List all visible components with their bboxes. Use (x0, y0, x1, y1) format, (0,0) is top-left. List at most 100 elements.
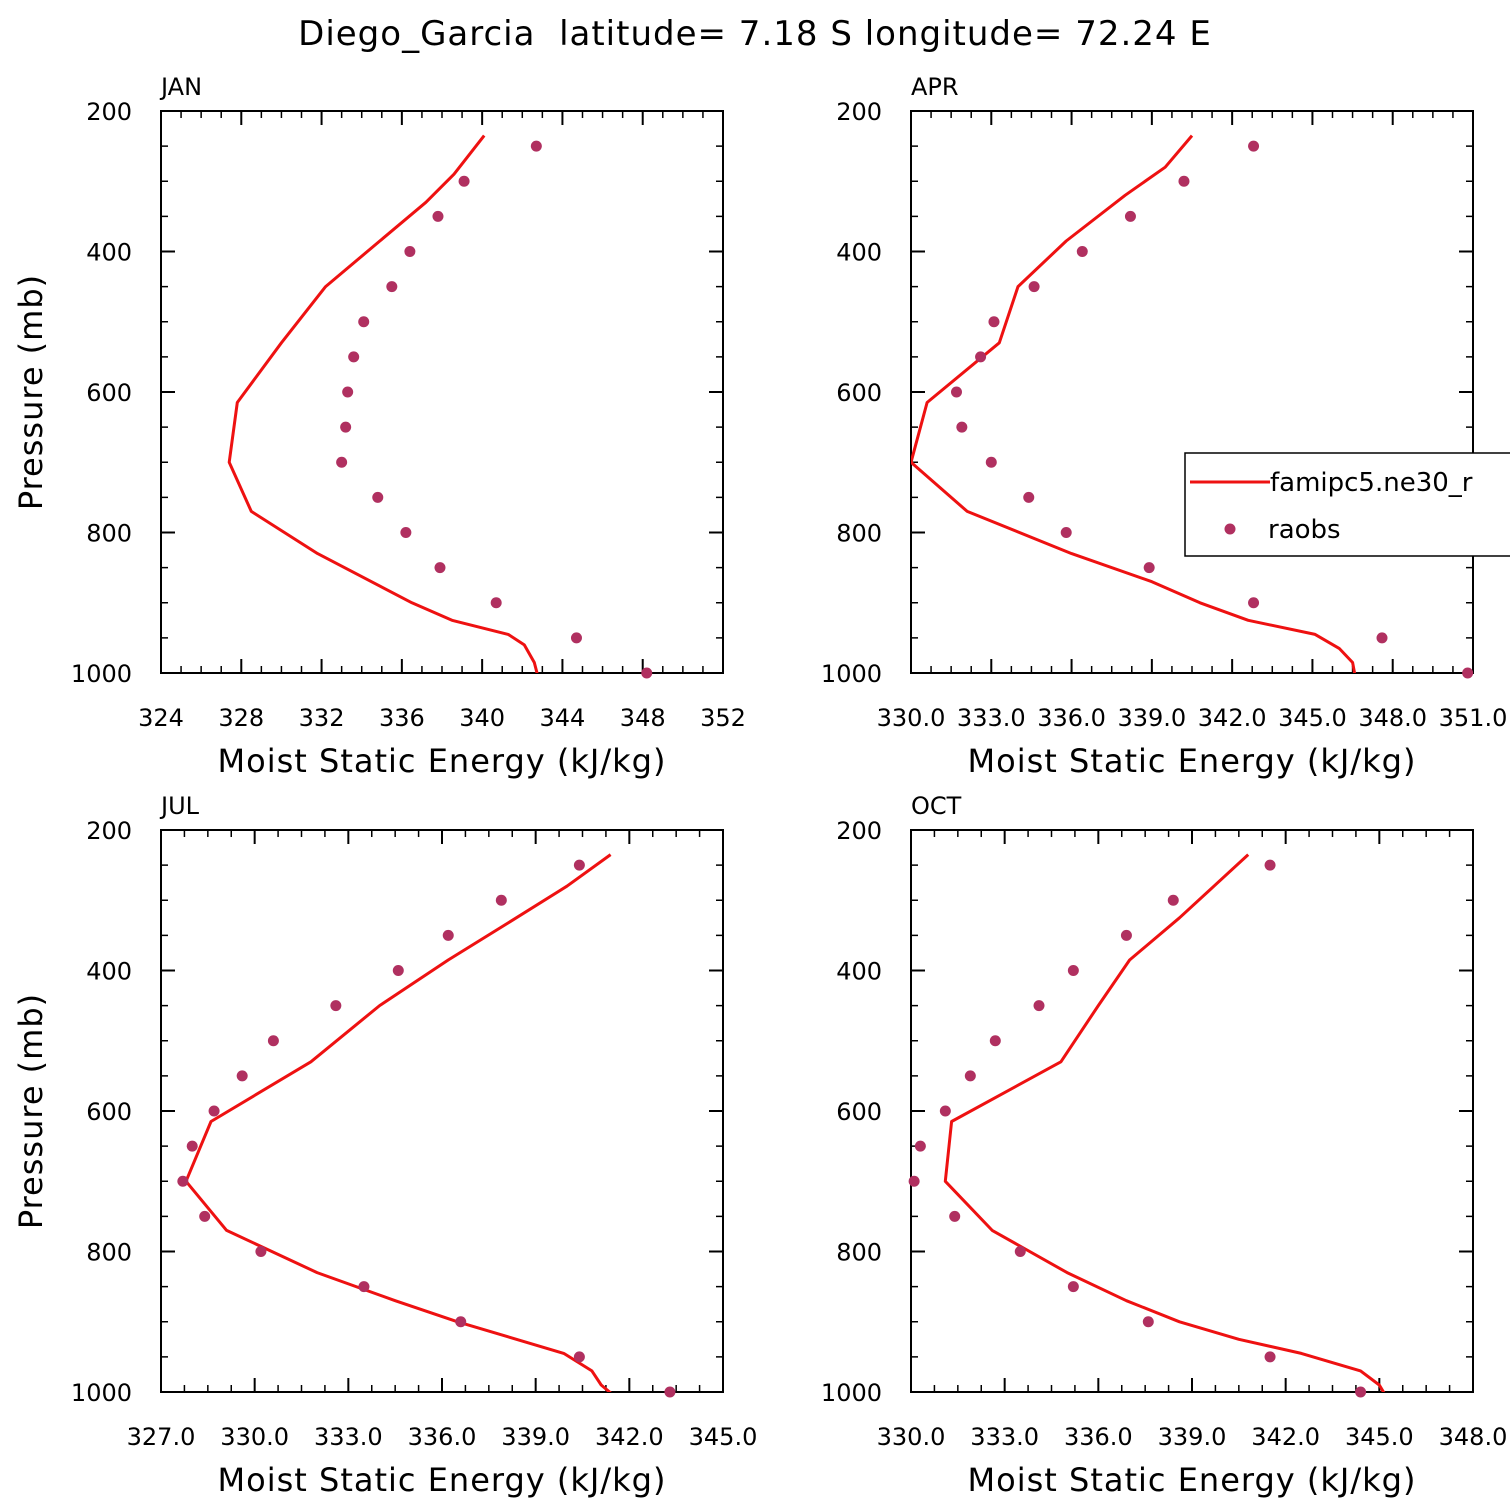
model-series-line (911, 134, 1357, 673)
y-tick-label: 200 (86, 817, 132, 845)
raobs-point (1462, 667, 1474, 679)
x-tick-label: 348 (620, 704, 666, 732)
raobs-point (1060, 527, 1072, 538)
raobs-point (939, 1105, 951, 1117)
raobs-point (177, 1175, 189, 1187)
raobs-point (1023, 491, 1035, 503)
raobs-point (434, 562, 446, 574)
x-tick-label: 348.0 (1439, 1423, 1508, 1451)
x-tick-label: 342.0 (1198, 704, 1267, 732)
raobs-point (950, 386, 962, 398)
raobs-point (392, 965, 404, 976)
x-tick-label: 339.0 (1158, 1423, 1227, 1451)
plot-frame (160, 829, 724, 1393)
y-tick-label: 400 (836, 239, 882, 267)
raobs-point (573, 859, 585, 871)
raobs-point (964, 1070, 976, 1082)
plot-frame (910, 829, 1474, 1393)
raobs-point (336, 456, 348, 468)
raobs-point (1067, 1281, 1079, 1293)
x-tick-label: 352 (700, 704, 746, 732)
y-tick-label: 800 (86, 1239, 132, 1267)
raobs-point (330, 1000, 342, 1012)
raobs-point (255, 1246, 267, 1257)
raobs-point (570, 632, 582, 644)
x-tick-label: 327.0 (127, 1423, 196, 1451)
raobs-point (236, 1070, 248, 1082)
y-tick-label: 600 (86, 379, 132, 407)
model-series-line (943, 853, 1386, 1392)
y-tick-label: 600 (836, 1098, 882, 1126)
x-tick-label: 324 (138, 704, 184, 732)
raobs-point (432, 210, 444, 222)
panel-label-jan: JAN (159, 73, 202, 101)
raobs-point (495, 894, 507, 906)
x-tick-label: 339.0 (501, 1423, 570, 1451)
raobs-point (1124, 210, 1136, 222)
raobs-point (442, 929, 454, 941)
panel-jul: JUL 327.0 330.0 333.0 336.0 339.0 342.0 345.0 20… (12, 792, 757, 1499)
y-tick-label: 800 (836, 1239, 882, 1267)
x-tick-label: 342.0 (595, 1423, 664, 1451)
raobs-point (1248, 597, 1260, 609)
x-tick-label: 332 (299, 704, 345, 732)
legend-box (1184, 452, 1510, 557)
panel-apr: APR 330.0 333.0 336.0 339.0 342.0 345.0 348.0 35… (821, 73, 1510, 780)
raobs-point (1143, 562, 1155, 574)
x-tick-label: 336.0 (408, 1423, 477, 1451)
y-axis-label: Pressure (mb) (12, 993, 50, 1229)
x-tick-label: 333.0 (970, 1423, 1039, 1451)
raobs-point (908, 1175, 920, 1187)
y-tick-label: 1000 (71, 1379, 132, 1407)
x-tick-label: 348.0 (1358, 704, 1427, 732)
raobs-point (989, 1035, 1001, 1047)
raobs-point (1178, 175, 1190, 187)
raobs-point (372, 491, 384, 503)
raobs-point (358, 316, 370, 328)
raobs-point (1014, 1246, 1026, 1257)
x-tick-label: 330.0 (877, 704, 946, 732)
raobs-point (208, 1105, 220, 1117)
raobs-point (358, 1281, 370, 1293)
panel-oct: OCT 330.0 333.0 336.0 339.0 342.0 345.0 348.0 20… (821, 792, 1507, 1499)
raobs-point (1376, 632, 1388, 644)
y-tick-label: 400 (836, 958, 882, 986)
x-tick-label: 336 (379, 704, 425, 732)
x-tick-label: 330.0 (877, 1423, 946, 1451)
raobs-point (530, 140, 542, 152)
raobs-point (1248, 140, 1260, 152)
y-tick-label: 200 (836, 98, 882, 126)
panel-label-oct: OCT (911, 792, 962, 820)
raobs-point (1167, 894, 1179, 906)
y-axis-label: Pressure (mb) (12, 274, 50, 510)
raobs-point (1264, 1351, 1276, 1363)
model-series-line (184, 853, 612, 1392)
raobs-point (348, 351, 360, 363)
y-tick-label: 800 (86, 520, 132, 548)
x-tick-label: 330.0 (220, 1423, 289, 1451)
x-tick-label: 333.0 (314, 1423, 383, 1451)
x-axis-label: Moist Static Energy (kJ/kg) (218, 1461, 667, 1499)
x-tick-label: 328 (218, 704, 264, 732)
panel-jan: JAN 324 328 332 336 340 344 348 352 200 400 600 800 1… (12, 73, 746, 780)
raobs-point (342, 386, 354, 398)
raobs-point (988, 316, 1000, 328)
y-tick-label: 400 (86, 239, 132, 267)
raobs-point (914, 1140, 926, 1152)
x-tick-label: 342.0 (1251, 1423, 1320, 1451)
raobs-point (956, 421, 968, 433)
raobs-point (404, 246, 416, 257)
x-tick-label: 345.0 (1345, 1423, 1414, 1451)
y-tick-label: 1000 (821, 660, 882, 688)
x-tick-label: 344 (540, 704, 586, 732)
x-axis-label: Moist Static Energy (kJ/kg) (968, 742, 1417, 780)
y-tick-label: 1000 (71, 660, 132, 688)
y-tick-label: 1000 (821, 1379, 882, 1407)
raobs-point (1076, 246, 1088, 257)
legend-model-label: famipc5.ne30_r (1270, 468, 1473, 498)
y-tick-label: 800 (836, 520, 882, 548)
raobs-point (1028, 281, 1040, 293)
y-tick-label: 600 (836, 379, 882, 407)
